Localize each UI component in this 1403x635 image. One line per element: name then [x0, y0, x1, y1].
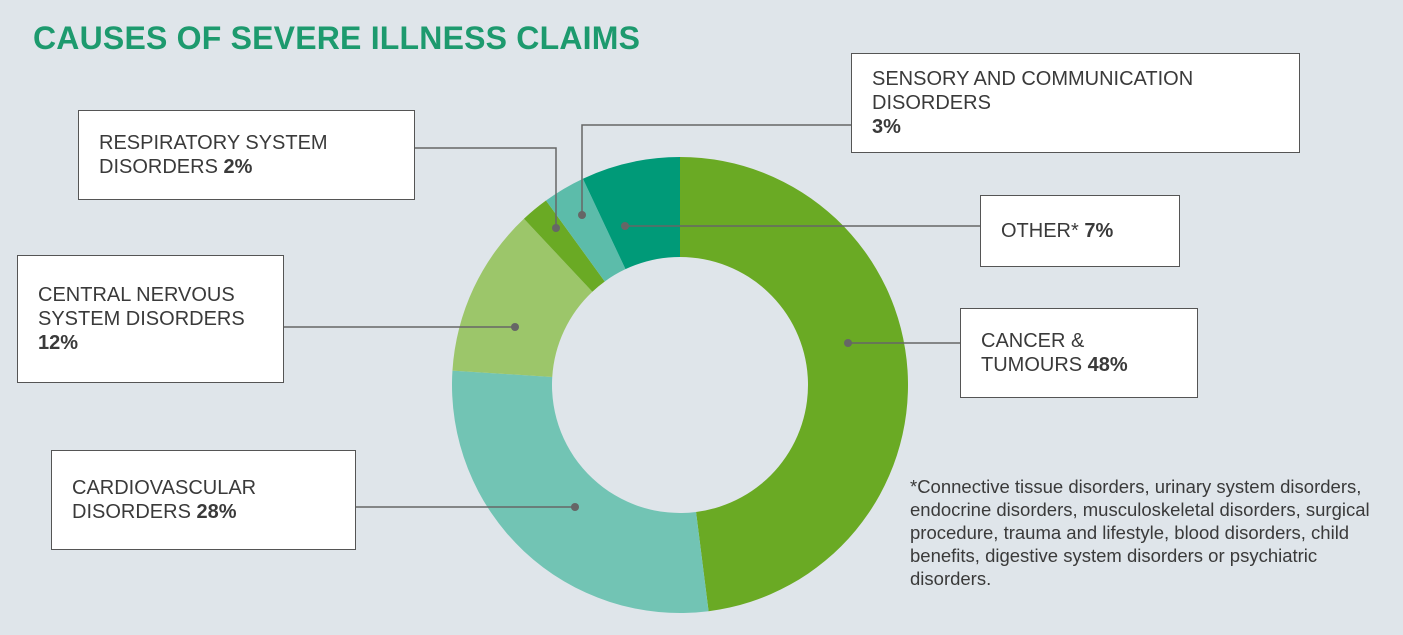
category-label: CENTRAL NERVOUS SYSTEM DISORDERS [38, 284, 245, 330]
label-box: RESPIRATORY SYSTEM DISORDERS 2% [78, 110, 415, 200]
label-text: RESPIRATORY SYSTEM DISORDERS 2% [99, 131, 394, 179]
label-text: OTHER* 7% [1001, 219, 1113, 243]
value-label: 48% [1087, 354, 1128, 376]
label-box: CANCER & TUMOURS 48% [960, 308, 1198, 398]
leader-line [415, 147, 557, 228]
value-label: 3% [872, 116, 901, 138]
label-box: SENSORY AND COMMUNICATION DISORDERS 3% [851, 53, 1300, 153]
category-label: SENSORY AND COMMUNICATION DISORDERS [872, 68, 1194, 114]
value-label: 7% [1084, 220, 1114, 242]
donut-slice [452, 218, 593, 377]
slices [452, 157, 909, 613]
leader-lines [284, 124, 980, 508]
chart-title: CAUSES OF SEVERE ILLNESS CLAIMS [33, 20, 641, 56]
leader-dot [621, 222, 629, 230]
value-label: 2% [223, 156, 253, 178]
category-label: RESPIRATORY SYSTEM DISORDERS [99, 132, 328, 178]
label-box: OTHER* 7% [980, 195, 1180, 267]
leader-dots [511, 211, 852, 511]
donut-slice [582, 157, 680, 270]
leader-dot [578, 211, 586, 219]
donut-slice [452, 370, 709, 613]
category-label: CARDIOVASCULAR DISORDERS [72, 477, 257, 523]
donut-slice [545, 178, 626, 282]
label-text: SENSORY AND COMMUNICATION DISORDERS 3% [872, 67, 1262, 139]
category-label: OTHER* [1001, 220, 1079, 242]
value-label: 12% [38, 332, 79, 354]
donut-slice [523, 200, 605, 292]
label-text: CENTRAL NERVOUS SYSTEM DISORDERS 12% [38, 283, 263, 355]
category-label: CANCER & TUMOURS [981, 330, 1085, 376]
donut-slice [680, 157, 909, 612]
leader-line [581, 124, 851, 215]
leader-dot [844, 339, 852, 347]
label-text: CANCER & TUMOURS 48% [981, 329, 1177, 377]
label-box: CARDIOVASCULAR DISORDERS 28% [51, 450, 356, 550]
leader-dot [552, 224, 560, 232]
label-box: CENTRAL NERVOUS SYSTEM DISORDERS 12% [17, 255, 284, 383]
value-label: 28% [196, 501, 237, 523]
leader-dot [511, 323, 519, 331]
footnote: *Connective tissue disorders, urinary sy… [910, 476, 1370, 589]
leader-dot [571, 503, 579, 511]
label-text: CARDIOVASCULAR DISORDERS 28% [72, 476, 335, 524]
